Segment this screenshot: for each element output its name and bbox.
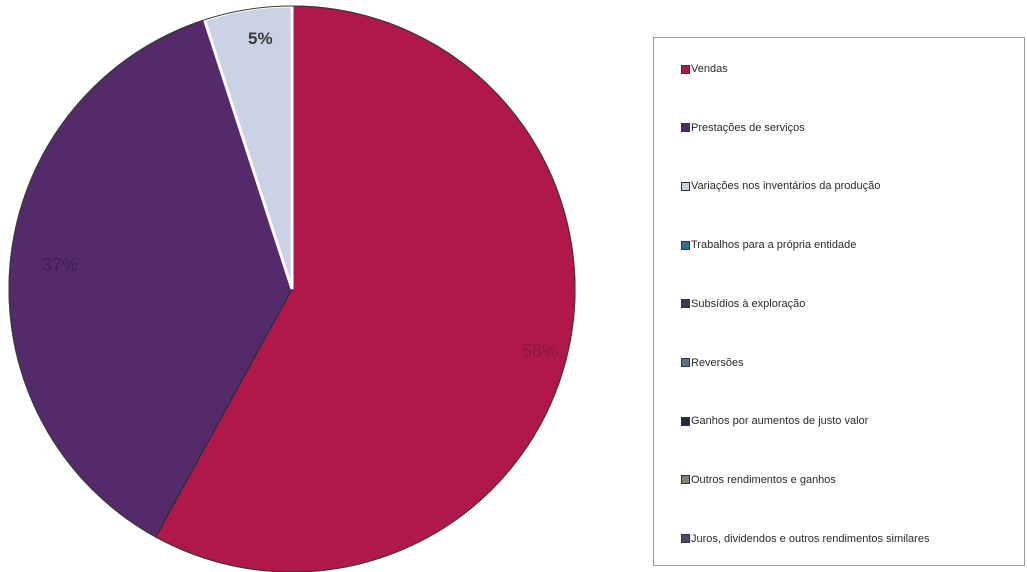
legend-swatch (681, 358, 690, 367)
legend-item: Prestações de serviços (681, 121, 805, 135)
legend-label: Juros, dividendos e outros rendimentos s… (691, 532, 930, 545)
legend-swatch (681, 475, 690, 485)
legend-swatch (681, 64, 690, 74)
legend-item: Vendas (681, 62, 728, 76)
legend-item: Trabalhos para a própria entidade (681, 238, 856, 252)
legend-item: Outros rendimentos e ganhos (681, 473, 836, 487)
legend-label: Reversões (691, 356, 744, 369)
legend-label: Ganhos por aumentos de justo valor (691, 415, 869, 428)
legend-swatch (681, 240, 690, 250)
pie-data-labels: 58% 37% 5% (42, 29, 558, 361)
legend-item: Subsídios à exploração (681, 297, 805, 311)
legend-label: Prestações de serviços (691, 121, 805, 134)
legend-item: Ganhos por aumentos de justo valor (681, 414, 868, 428)
legend-swatch (681, 534, 690, 544)
legend-item: Variações nos inventários da produção (681, 179, 880, 193)
pie-chart: 58% 37% 5% (8, 4, 576, 572)
legend-swatch (681, 299, 690, 309)
legend-label: Outros rendimentos e ganhos (691, 473, 836, 486)
legend-item: Reversões (681, 356, 744, 370)
legend-item: Juros, dividendos e outros rendimentos s… (681, 532, 929, 546)
legend-swatch (681, 416, 690, 426)
pie-outline (8, 5, 576, 572)
pie-slices (8, 4, 576, 572)
legend-label: Trabalhos para a própria entidade (691, 239, 857, 252)
data-label-1: 58% (522, 341, 558, 361)
legend-swatch (681, 181, 690, 191)
legend-label: Subsídios à exploração (691, 297, 806, 310)
legend-label: Vendas (691, 63, 728, 75)
legend-label: Variações nos inventários da produção (691, 180, 881, 193)
legend: Vendas Prestações de serviços Variações no… (653, 37, 1025, 566)
legend-swatch (681, 123, 690, 133)
data-label-3: 5% (248, 29, 273, 48)
data-label-2: 37% (42, 255, 78, 275)
